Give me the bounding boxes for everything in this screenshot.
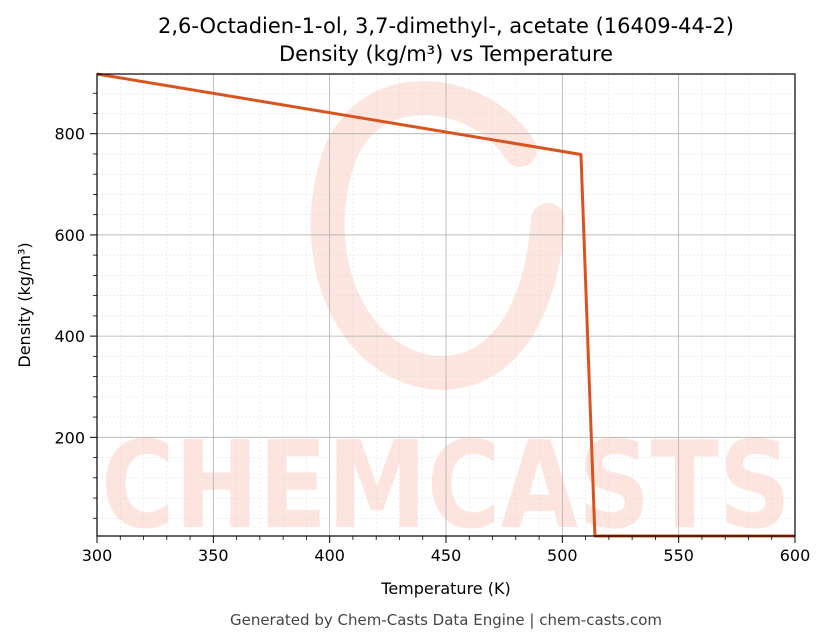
x-tick-label: 300	[82, 546, 113, 565]
x-tick-label: 550	[663, 546, 694, 565]
y-tick-label: 800	[54, 125, 85, 144]
x-tick-label: 500	[547, 546, 578, 565]
x-tick-label: 450	[431, 546, 462, 565]
x-axis-label: Temperature (K)	[380, 579, 510, 598]
chart-title-line1: 2,6-Octadien-1-ol, 3,7-dimethyl-, acetat…	[158, 14, 734, 38]
y-tick-label: 600	[54, 226, 85, 245]
x-tick-label: 600	[780, 546, 811, 565]
y-tick-label: 200	[54, 428, 85, 447]
x-tick-label: 350	[198, 546, 229, 565]
y-axis-label: Density (kg/m³)	[15, 242, 34, 367]
x-tick-label: 400	[314, 546, 345, 565]
axis-ticks: 300 350 400 450 500 550 600 200 400 600 800	[54, 92, 811, 565]
footer-credit: Generated by Chem-Casts Data Engine | ch…	[230, 611, 662, 629]
y-tick-label: 400	[54, 327, 85, 346]
chart-title-line2: Density (kg/m³) vs Temperature	[279, 42, 613, 66]
